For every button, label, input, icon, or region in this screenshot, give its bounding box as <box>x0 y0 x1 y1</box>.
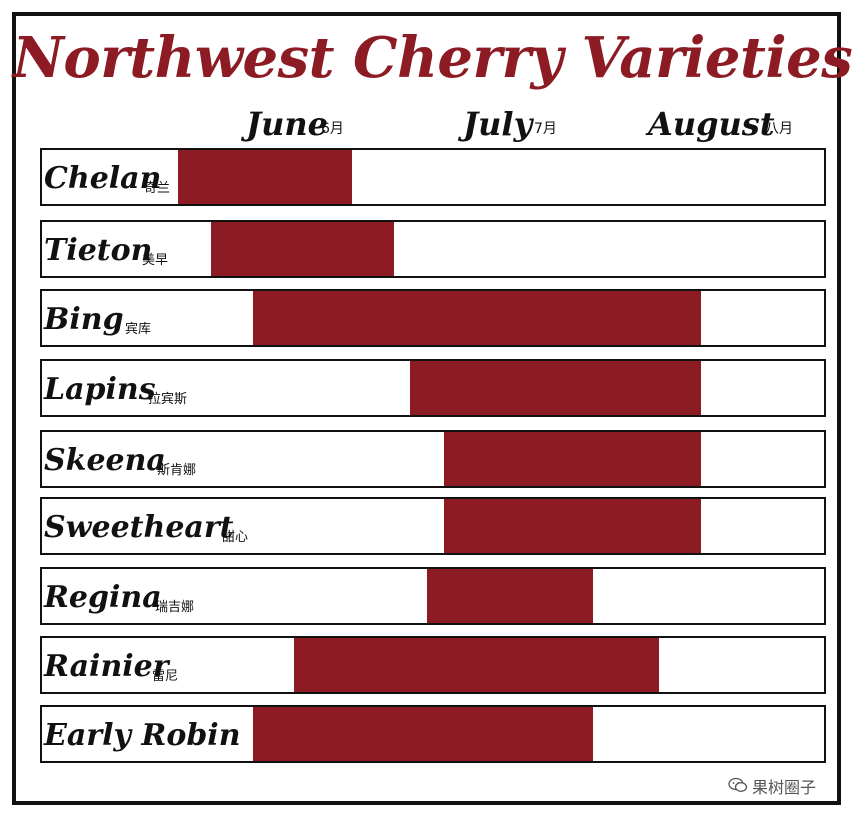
variety-row: Bing 宾库 <box>40 289 826 347</box>
season-bar <box>178 150 353 204</box>
wechat-icon <box>728 777 748 797</box>
variety-name-cn: 瑞吉娜 <box>155 600 195 615</box>
watermark: 果树圈子 <box>728 774 816 798</box>
variety-name: Sweetheart <box>44 510 234 545</box>
variety-row: Sweetheart 甜心 <box>40 497 826 555</box>
variety-row: Rainier 雷尼 <box>40 636 826 694</box>
season-bar <box>410 361 701 415</box>
variety-name-cn: 美早 <box>142 253 169 268</box>
variety-row: Chelan 奇兰 <box>40 148 826 206</box>
variety-name: Early Robin <box>44 718 241 753</box>
season-bar <box>252 291 701 345</box>
season-bar <box>211 222 394 276</box>
month-label-cn: 6月 <box>321 121 344 137</box>
variety-row: Tieton 美早 <box>40 220 826 278</box>
month-label-july: July <box>463 105 533 143</box>
season-bar <box>443 432 701 486</box>
variety-name: Skeena <box>44 443 166 478</box>
variety-name: Rainier <box>44 649 169 684</box>
variety-name-cn: 奇兰 <box>144 181 171 196</box>
month-label-cn: 八月 <box>765 121 793 137</box>
month-label-june: June <box>246 105 329 143</box>
watermark-text: 果树圈子 <box>752 778 817 797</box>
variety-name: Tieton <box>44 233 153 268</box>
season-bar <box>427 569 593 623</box>
variety-name-cn: 雷尼 <box>152 669 179 684</box>
chart-title: Northwest Cherry Varieties <box>12 25 853 91</box>
variety-row: Skeena 斯肯娜 <box>40 430 826 488</box>
season-bar <box>252 707 593 761</box>
variety-name: Bing <box>44 302 124 337</box>
month-label-august: August <box>648 105 775 143</box>
variety-row: Lapins 拉宾斯 <box>40 359 826 417</box>
season-bar <box>294 638 660 692</box>
variety-row: Early Robin <box>40 705 826 763</box>
variety-name-cn: 拉宾斯 <box>148 392 188 407</box>
variety-name: Lapins <box>44 372 156 407</box>
variety-name: Regina <box>44 580 162 615</box>
month-label-cn: 7月 <box>534 121 557 137</box>
variety-row: Regina 瑞吉娜 <box>40 567 826 625</box>
season-bar <box>443 499 701 553</box>
variety-name-cn: 宾库 <box>125 322 152 337</box>
variety-name-cn: 斯肯娜 <box>157 463 197 478</box>
variety-name: Chelan <box>44 161 162 196</box>
variety-name-cn: 甜心 <box>222 530 249 545</box>
